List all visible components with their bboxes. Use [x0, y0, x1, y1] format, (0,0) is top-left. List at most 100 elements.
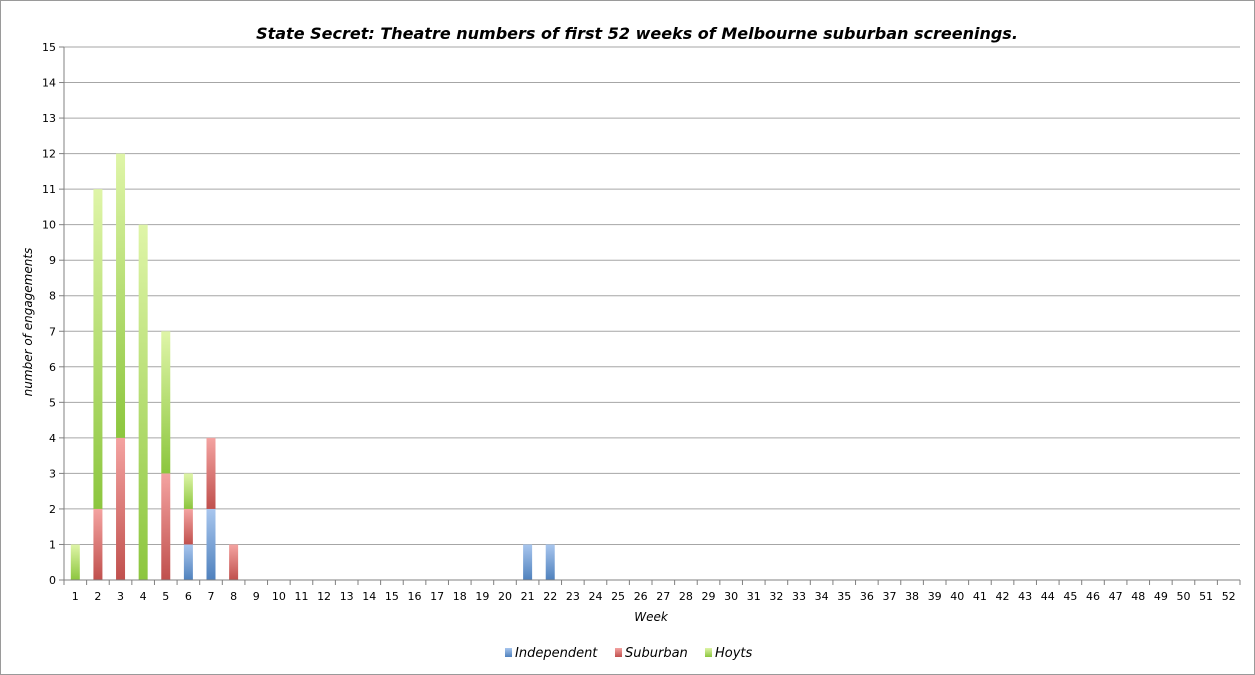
x-tick-label: 52 [1222, 590, 1236, 603]
y-tick-label: 12 [42, 148, 56, 161]
y-tick-label: 7 [49, 325, 56, 338]
bar-independent-week-21 [523, 544, 533, 580]
x-tick-label: 11 [294, 590, 308, 603]
y-tick-label: 2 [49, 503, 56, 516]
x-tick-label: 19 [475, 590, 489, 603]
bar-suburban-week-3 [116, 437, 126, 580]
x-tick-label: 45 [1063, 590, 1077, 603]
x-tick-label: 30 [724, 590, 738, 603]
y-tick-label: 10 [42, 219, 56, 232]
bar-hoyts-week-5 [161, 331, 171, 474]
x-tick-label: 16 [408, 590, 422, 603]
x-tick-label: 22 [543, 590, 557, 603]
x-tick-label: 27 [656, 590, 670, 603]
bar-suburban-week-2 [93, 508, 103, 580]
x-tick-label: 10 [272, 590, 286, 603]
x-tick-label: 20 [498, 590, 512, 603]
gridlines [59, 46, 1240, 581]
x-tick-label: 9 [253, 590, 260, 603]
y-tick-label: 4 [49, 432, 56, 445]
legend: Independent Suburban Hoyts [505, 646, 753, 661]
y-tick-label: 0 [49, 574, 56, 587]
x-tick-label: 48 [1131, 590, 1145, 603]
legend-label-suburban: Suburban [625, 646, 688, 661]
bar-independent-week-22 [545, 544, 555, 580]
bar-suburban-week-8 [229, 544, 239, 580]
x-tick-label: 47 [1109, 590, 1123, 603]
x-tick-label: 46 [1086, 590, 1100, 603]
x-tick-label: 2 [94, 590, 101, 603]
y-tick-label: 5 [49, 396, 56, 409]
y-tick-label: 9 [49, 254, 56, 267]
x-tick-label: 15 [385, 590, 399, 603]
y-tick-label: 8 [49, 290, 56, 303]
x-axis-label: Week [634, 610, 669, 624]
x-tick-label: 14 [362, 590, 376, 603]
x-tick-label: 41 [973, 590, 987, 603]
x-tick-label: 28 [679, 590, 693, 603]
x-tick-label: 24 [588, 590, 602, 603]
y-tick-label: 14 [42, 77, 56, 90]
x-tick-label: 32 [769, 590, 783, 603]
y-tick-label: 11 [42, 183, 56, 196]
x-tick-label: 42 [996, 590, 1010, 603]
x-tick-label: 21 [521, 590, 535, 603]
x-tick-label: 44 [1041, 590, 1055, 603]
x-tick-label: 37 [882, 590, 896, 603]
y-axis-label: number of engagements [21, 248, 35, 397]
legend-swatch-independent [505, 648, 512, 657]
x-tick-label: 43 [1018, 590, 1032, 603]
legend-label-independent: Independent [515, 646, 598, 661]
y-tick-label: 1 [49, 538, 56, 551]
x-tick-label: 5 [162, 590, 169, 603]
x-tick-label: 49 [1154, 590, 1168, 603]
bar-hoyts-week-2 [93, 189, 103, 509]
bars [70, 153, 555, 580]
x-tick-label: 17 [430, 590, 444, 603]
bar-independent-week-7 [206, 508, 216, 580]
bar-suburban-week-6 [183, 508, 193, 545]
x-tick-label: 33 [792, 590, 806, 603]
x-tick-label: 8 [230, 590, 237, 603]
x-tick-label: 50 [1176, 590, 1190, 603]
x-tick-label: 35 [837, 590, 851, 603]
x-tick-label: 31 [747, 590, 761, 603]
bar-hoyts-week-6 [183, 473, 193, 509]
x-tick-label: 29 [702, 590, 716, 603]
axes [63, 47, 1241, 585]
x-tick-label: 3 [117, 590, 124, 603]
bar-hoyts-week-3 [116, 153, 126, 438]
x-tick-labels: 1 2 3 4 5 6 7 8 9 10 11 12 13 14 15 16 17 18 19 20 21 22 23 24 2… [72, 590, 1236, 603]
x-tick-label: 23 [566, 590, 580, 603]
y-tick-label: 13 [42, 112, 56, 125]
x-tick-label: 1 [72, 590, 79, 603]
y-tick-label: 15 [42, 41, 56, 54]
x-tick-label: 25 [611, 590, 625, 603]
x-tick-label: 12 [317, 590, 331, 603]
x-tick-label: 7 [208, 590, 215, 603]
x-tick-label: 51 [1199, 590, 1213, 603]
x-tick-label: 18 [453, 590, 467, 603]
bar-hoyts-week-4 [138, 224, 148, 580]
legend-swatch-suburban [615, 648, 622, 657]
x-tick-label: 6 [185, 590, 192, 603]
x-tick-label: 39 [928, 590, 942, 603]
bar-suburban-week-7 [206, 437, 216, 509]
x-tick-label: 26 [634, 590, 648, 603]
x-tick-label: 13 [340, 590, 354, 603]
bar-independent-week-6 [183, 544, 193, 580]
x-tick-label: 4 [140, 590, 147, 603]
y-tick-label: 6 [49, 361, 56, 374]
legend-swatch-hoyts [705, 648, 712, 657]
x-tick-label: 34 [815, 590, 829, 603]
y-tick-label: 3 [49, 467, 56, 480]
bar-suburban-week-5 [161, 473, 171, 580]
legend-label-hoyts: Hoyts [715, 646, 753, 661]
x-tick-label: 38 [905, 590, 919, 603]
x-tick-label: 40 [950, 590, 964, 603]
bar-hoyts-week-1 [70, 544, 80, 580]
x-tick-label: 36 [860, 590, 874, 603]
chart-title: State Secret: Theatre numbers of first 5… [256, 24, 1018, 43]
